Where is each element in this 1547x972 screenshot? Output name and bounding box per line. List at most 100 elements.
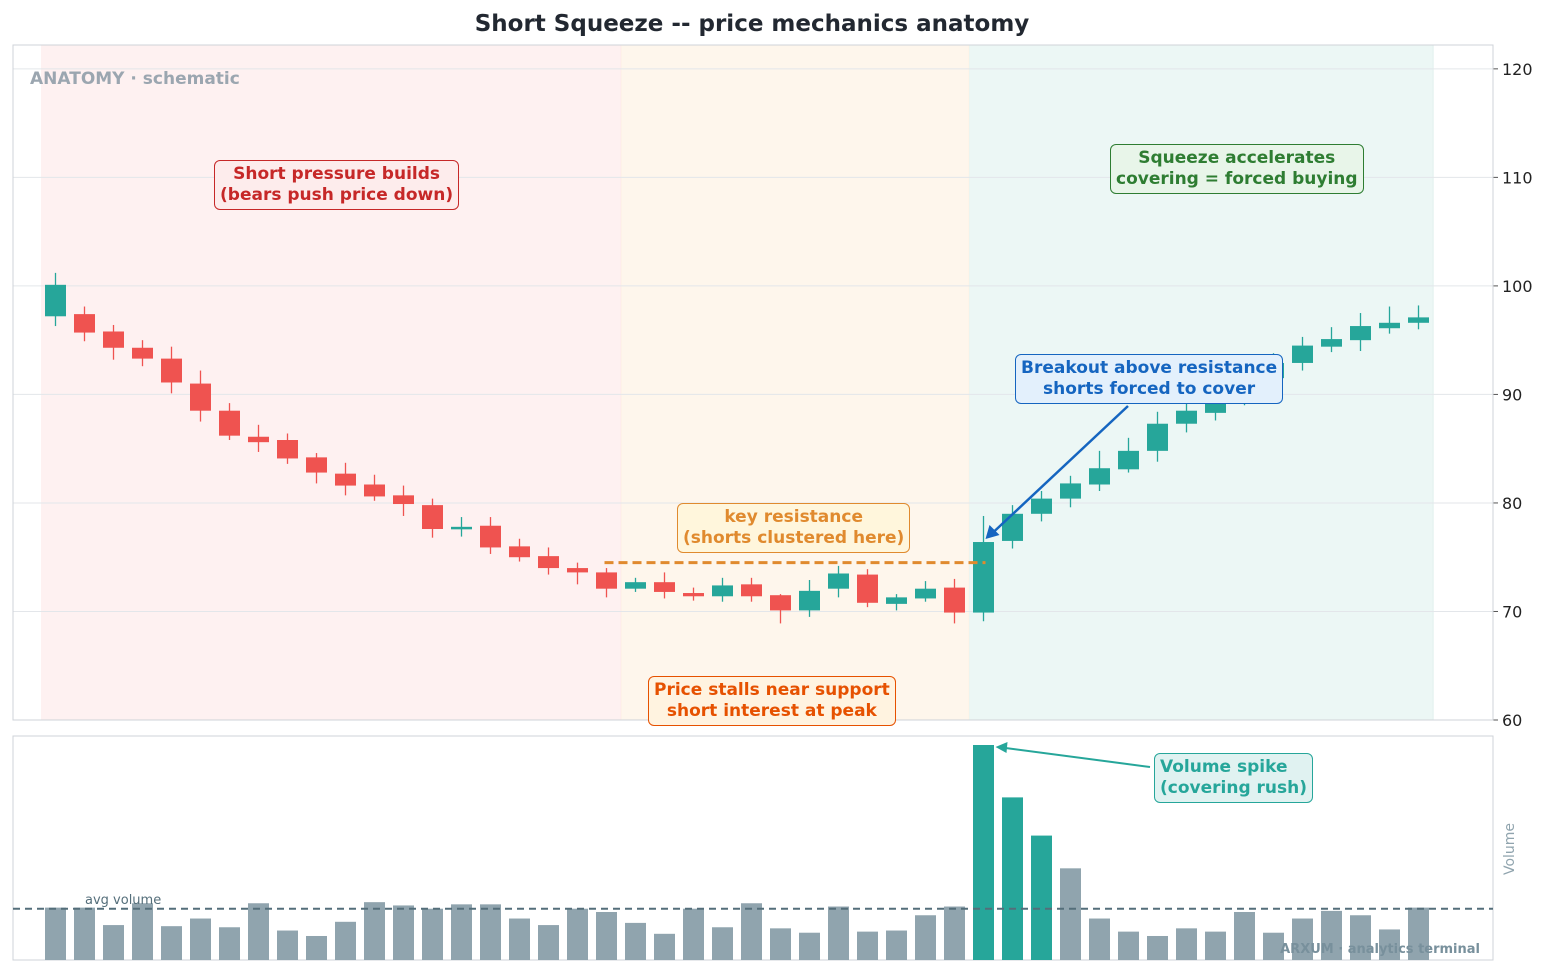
- terminal-watermark: ARXUM · analytics terminal: [1280, 942, 1480, 957]
- candle-body: [335, 473, 356, 486]
- candle: [799, 580, 820, 617]
- volume-bar: [335, 921, 356, 960]
- candle-body: [538, 556, 559, 569]
- y-tick-label: 100: [1502, 277, 1533, 296]
- candle: [1321, 327, 1342, 353]
- candle: [625, 577, 646, 592]
- volume-bar: [654, 933, 675, 960]
- candle-body: [422, 505, 443, 529]
- volume-bar: [1292, 918, 1313, 960]
- volume-bar: [74, 907, 95, 960]
- volume-bar: [306, 935, 327, 960]
- candle-body: [915, 588, 936, 599]
- candle: [538, 547, 559, 575]
- candle: [1089, 450, 1110, 492]
- candle-body: [306, 457, 327, 473]
- volume-bar: [1379, 929, 1400, 960]
- candle: [335, 462, 356, 496]
- volume-spike-arrow: [1005, 747, 1151, 768]
- volume-bar: [915, 915, 936, 960]
- candle-body: [480, 525, 501, 548]
- phase-short-pressure: [41, 45, 621, 720]
- candle: [277, 433, 298, 464]
- candle-body: [886, 597, 907, 604]
- volume-bar: [509, 918, 530, 960]
- volume-bar: [538, 925, 559, 960]
- candle-body: [1379, 322, 1400, 329]
- candle: [190, 370, 211, 422]
- candle: [944, 578, 965, 624]
- y-tick-label: 60: [1502, 711, 1522, 730]
- candle: [451, 517, 472, 537]
- candle-body: [1060, 483, 1081, 499]
- candle-body: [451, 526, 472, 530]
- candle-body: [277, 440, 298, 459]
- candle: [596, 568, 617, 598]
- candle: [567, 562, 588, 585]
- candle: [1060, 475, 1081, 508]
- volume-spike-arrow-head: [995, 742, 1008, 753]
- volume-bar: [1321, 910, 1342, 960]
- candle-body: [973, 542, 994, 613]
- candle: [973, 515, 994, 622]
- candle-body: [1176, 410, 1197, 424]
- y-tick-label: 80: [1502, 494, 1522, 513]
- volume-bar: [828, 906, 849, 960]
- y-tick-label: 110: [1502, 168, 1533, 187]
- candle: [683, 587, 704, 601]
- volume-bar: [277, 930, 298, 960]
- volume-bar: [741, 903, 762, 960]
- volume-bar: [161, 926, 182, 960]
- candle: [306, 453, 327, 484]
- y-tick-label: 70: [1502, 602, 1522, 621]
- candle-body: [364, 484, 385, 497]
- candle: [828, 565, 849, 598]
- volume-bar: [248, 903, 269, 960]
- candle: [712, 577, 733, 602]
- volume-bar: [422, 908, 443, 960]
- key-resistance-annotation: key resistance (shorts clustered here): [677, 503, 911, 553]
- volume-bar: [1408, 907, 1429, 960]
- volume-bar: [1002, 797, 1023, 960]
- candle-body: [132, 347, 153, 359]
- candle-body: [509, 546, 530, 558]
- candle: [1350, 313, 1371, 352]
- candle: [509, 538, 530, 562]
- volume-bar: [973, 745, 994, 960]
- volume-spike-annotation: Volume spike (covering rush): [1154, 753, 1314, 803]
- candle: [1379, 306, 1400, 334]
- volume-bar: [451, 904, 472, 960]
- breakout-arrow-head: [985, 525, 1000, 540]
- volume-bar: [944, 906, 965, 960]
- volume-bar: [1176, 928, 1197, 960]
- anatomy-watermark: ANATOMY · schematic: [30, 69, 240, 89]
- volume-bar: [103, 925, 124, 960]
- candle: [1031, 491, 1052, 522]
- candle: [1408, 305, 1429, 330]
- candle-body: [770, 595, 791, 611]
- volume-bar: [886, 930, 907, 960]
- candle-body: [799, 590, 820, 611]
- volume-axis-label: Volume: [1502, 823, 1518, 875]
- volume-bar: [393, 905, 414, 960]
- candle-body: [161, 358, 182, 383]
- candle-body: [219, 410, 240, 436]
- candle-body: [944, 587, 965, 613]
- candle-body: [248, 436, 269, 443]
- candle-body: [857, 574, 878, 603]
- candle-body: [828, 573, 849, 589]
- candle: [770, 594, 791, 624]
- candle-body: [190, 383, 211, 411]
- volume-bar: [1118, 931, 1139, 960]
- candle-body: [683, 593, 704, 597]
- candle: [1147, 411, 1168, 462]
- volume-bar: [1205, 931, 1226, 960]
- candle: [45, 272, 66, 327]
- candle-body: [1031, 498, 1052, 514]
- phase-stall: [621, 45, 969, 720]
- volume-bar: [132, 903, 153, 960]
- volume-bar: [190, 918, 211, 960]
- volume-bar: [45, 907, 66, 960]
- candle-body: [74, 314, 95, 333]
- candle-body: [103, 331, 124, 348]
